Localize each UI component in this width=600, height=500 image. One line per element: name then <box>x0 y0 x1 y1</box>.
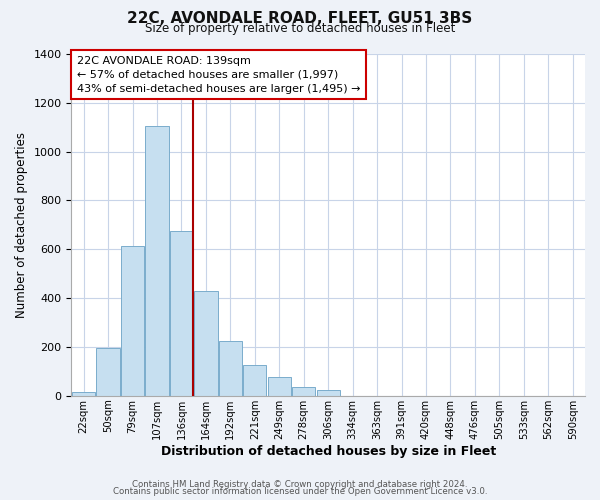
Text: Contains HM Land Registry data © Crown copyright and database right 2024.: Contains HM Land Registry data © Crown c… <box>132 480 468 489</box>
Bar <box>268 376 291 396</box>
Bar <box>97 348 120 396</box>
X-axis label: Distribution of detached houses by size in Fleet: Distribution of detached houses by size … <box>161 444 496 458</box>
Bar <box>194 291 218 396</box>
Text: 22C AVONDALE ROAD: 139sqm
← 57% of detached houses are smaller (1,997)
43% of se: 22C AVONDALE ROAD: 139sqm ← 57% of detac… <box>77 56 360 94</box>
Bar <box>317 390 340 396</box>
Bar <box>219 341 242 396</box>
Bar <box>72 392 95 396</box>
Y-axis label: Number of detached properties: Number of detached properties <box>15 132 28 318</box>
Bar <box>170 231 193 396</box>
Bar <box>121 246 144 396</box>
Text: Contains public sector information licensed under the Open Government Licence v3: Contains public sector information licen… <box>113 488 487 496</box>
Text: Size of property relative to detached houses in Fleet: Size of property relative to detached ho… <box>145 22 455 35</box>
Text: 22C, AVONDALE ROAD, FLEET, GU51 3BS: 22C, AVONDALE ROAD, FLEET, GU51 3BS <box>127 11 473 26</box>
Bar <box>145 126 169 396</box>
Bar <box>292 387 316 396</box>
Bar <box>243 366 266 396</box>
